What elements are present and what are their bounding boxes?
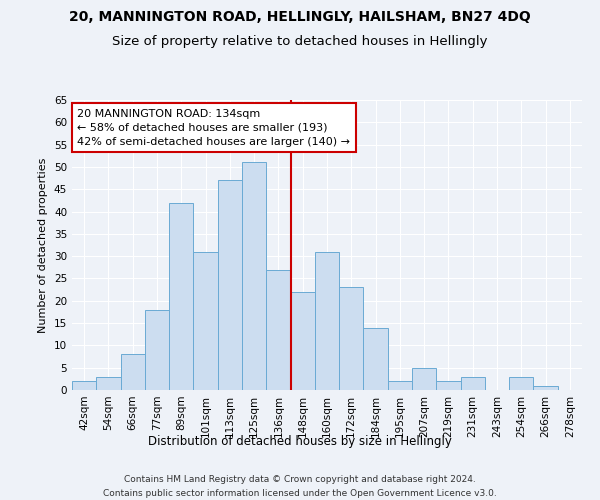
Text: Size of property relative to detached houses in Hellingly: Size of property relative to detached ho…	[112, 35, 488, 48]
Bar	[145, 310, 169, 390]
Text: Distribution of detached houses by size in Hellingly: Distribution of detached houses by size …	[148, 435, 452, 448]
Bar	[509, 376, 533, 390]
Bar	[72, 381, 96, 390]
Bar	[169, 202, 193, 390]
Bar	[461, 376, 485, 390]
Bar	[218, 180, 242, 390]
Bar	[436, 381, 461, 390]
Bar	[412, 368, 436, 390]
Bar	[533, 386, 558, 390]
Text: Contains HM Land Registry data © Crown copyright and database right 2024.
Contai: Contains HM Land Registry data © Crown c…	[103, 476, 497, 498]
Bar	[242, 162, 266, 390]
Bar	[193, 252, 218, 390]
Bar	[266, 270, 290, 390]
Bar	[290, 292, 315, 390]
Bar	[388, 381, 412, 390]
Bar	[121, 354, 145, 390]
Text: 20, MANNINGTON ROAD, HELLINGLY, HAILSHAM, BN27 4DQ: 20, MANNINGTON ROAD, HELLINGLY, HAILSHAM…	[69, 10, 531, 24]
Bar	[96, 376, 121, 390]
Bar	[339, 288, 364, 390]
Y-axis label: Number of detached properties: Number of detached properties	[38, 158, 49, 332]
Bar	[315, 252, 339, 390]
Text: 20 MANNINGTON ROAD: 134sqm
← 58% of detached houses are smaller (193)
42% of sem: 20 MANNINGTON ROAD: 134sqm ← 58% of deta…	[77, 108, 350, 146]
Bar	[364, 328, 388, 390]
